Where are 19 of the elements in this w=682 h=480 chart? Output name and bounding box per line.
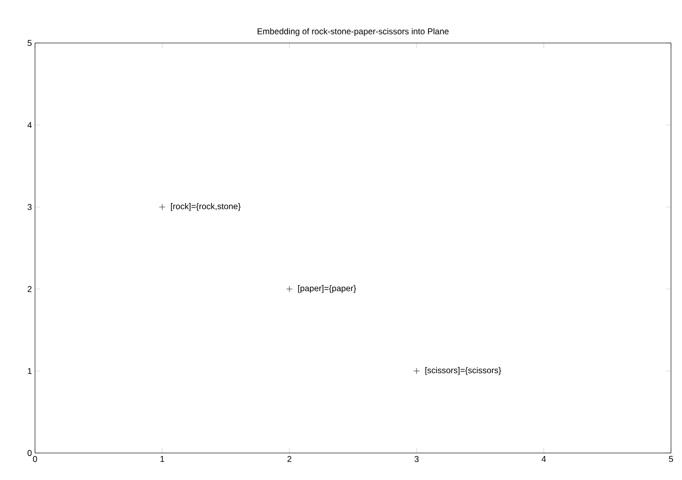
y-tick-label: 5 (28, 40, 32, 46)
annotation: [scissors]={scissors} (425, 367, 502, 375)
point (413, 368, 420, 374)
y-tick-label: 1 (28, 368, 32, 374)
x-tick-label: 1 (160, 456, 164, 462)
annotation: [rock]={rock,stone} (171, 203, 241, 211)
y-tick-label: 0 (28, 450, 32, 456)
point (159, 204, 166, 210)
annotation: [paper]={paper} (298, 285, 356, 293)
x-tick-label: 3 (414, 456, 419, 462)
x-tick-label: 0 (32, 456, 38, 462)
y-tick-label: 4 (27, 122, 32, 128)
x-tick-label: 4 (542, 456, 546, 462)
x-tick-label: 5 (668, 456, 674, 462)
point (286, 286, 293, 292)
y-tick-label: 2 (28, 286, 32, 292)
x-tick-label: 2 (287, 456, 292, 462)
y-tick-label: 3 (28, 204, 32, 210)
chart-title: Embedding of rock-stone-paper-scissors into Plane (258, 28, 449, 36)
